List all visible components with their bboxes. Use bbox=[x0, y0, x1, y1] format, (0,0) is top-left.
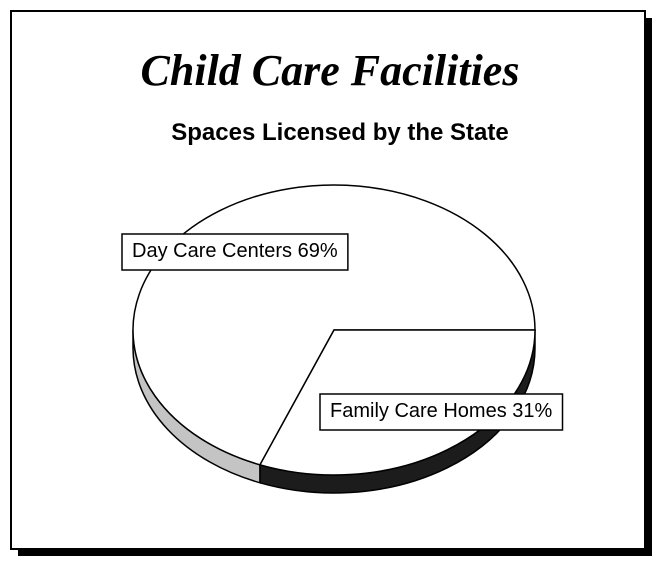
label-category: Day Care Centers bbox=[132, 240, 292, 262]
label-value: 31% bbox=[512, 400, 552, 422]
chart-subtitle: Spaces Licensed by the State bbox=[171, 119, 508, 146]
label-box bbox=[121, 233, 349, 271]
pie bbox=[132, 184, 536, 494]
label-text: Day Care Centers 69% bbox=[132, 240, 338, 262]
label-category: Family Care Homes bbox=[330, 400, 507, 422]
slice-label: Day Care Centers 69% bbox=[121, 233, 349, 271]
chart-title: Child Care Facilities bbox=[141, 46, 520, 95]
labels: Day Care Centers 69% Family Care Homes 31… bbox=[121, 233, 564, 431]
label-text: Family Care Homes 31% bbox=[330, 400, 553, 422]
label-box bbox=[319, 393, 564, 431]
slice-label: Family Care Homes 31% bbox=[319, 393, 564, 431]
label-value: 69% bbox=[298, 240, 338, 262]
